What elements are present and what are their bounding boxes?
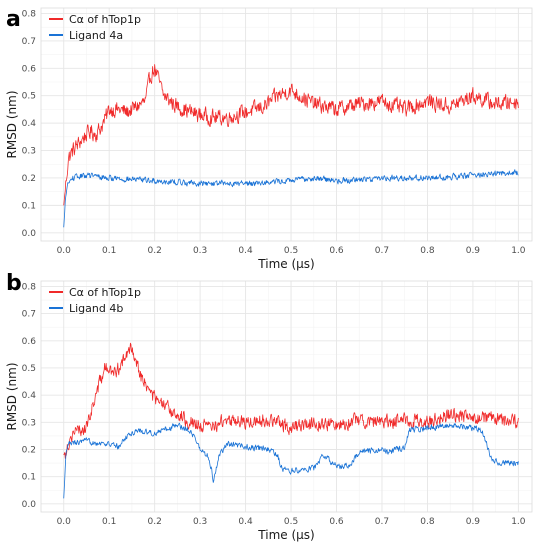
x-tick-label: 0.0 — [57, 517, 72, 527]
x-axis-title: Time (µs) — [257, 257, 314, 271]
x-tick-label: 0.7 — [375, 246, 389, 256]
series-line-calpha — [63, 342, 519, 459]
x-tick-label: 1.0 — [511, 246, 526, 256]
plot-area — [40, 280, 533, 513]
series-line-calpha — [63, 64, 519, 206]
y-tick-label: 0.1 — [22, 473, 36, 483]
x-tick-label: 0.5 — [284, 246, 298, 256]
x-tick-label: 0.5 — [284, 517, 298, 527]
plot-area — [40, 7, 533, 242]
x-tick-label: 0.9 — [466, 246, 481, 256]
chart-panel-a: 0.0 0.1 0.2 0.3 0.4 0.5 0.6 0.7 0.8 0.9 1.0 0.0 0.1 0… — [5, 7, 533, 271]
panel-letter: a — [6, 7, 21, 32]
y-tick-label: 0.2 — [22, 445, 36, 455]
y-tick-label: 0.6 — [22, 64, 37, 74]
x-tick-label: 0.1 — [102, 246, 116, 256]
y-tick-label: 0.8 — [22, 9, 37, 19]
y-tick-label: 0.0 — [22, 500, 37, 510]
y-tick-label: 0.7 — [22, 310, 36, 320]
x-tick-label: 0.6 — [329, 246, 344, 256]
x-tick-label: 0.1 — [102, 517, 116, 527]
y-tick-label: 0.2 — [22, 174, 36, 184]
y-tick-label: 0.5 — [22, 364, 36, 374]
x-axis-title: Time (µs) — [257, 528, 314, 542]
x-tick-label: 0.8 — [420, 246, 435, 256]
y-axis-title: RMSD (nm) — [5, 362, 19, 430]
legend-label: Cα of hTop1p — [69, 286, 141, 299]
y-tick-label: 0.3 — [22, 147, 36, 157]
panel-letter: b — [6, 271, 22, 296]
x-tick-label: 0.9 — [466, 517, 481, 527]
y-tick-label: 0.6 — [22, 337, 37, 347]
x-tick-label: 0.6 — [329, 517, 344, 527]
x-tick-label: 0.3 — [193, 517, 207, 527]
chart-panel-b: 0.0 0.1 0.2 0.3 0.4 0.5 0.6 0.7 0.8 0.9 1.0 0.0 0.1 0… — [5, 271, 533, 542]
x-tick-label: 0.3 — [193, 246, 207, 256]
y-tick-label: 0.7 — [22, 37, 36, 47]
x-tick-label: 0.4 — [238, 246, 253, 256]
y-tick-label: 0.3 — [22, 418, 36, 428]
x-tick-label: 0.2 — [147, 517, 161, 527]
x-tick-label: 0.7 — [375, 517, 389, 527]
y-tick-label: 0.1 — [22, 201, 36, 211]
y-tick-label: 0.4 — [22, 391, 37, 401]
x-tick-label: 0.0 — [57, 246, 72, 256]
x-tick-label: 0.4 — [238, 517, 253, 527]
x-tick-label: 0.8 — [420, 517, 435, 527]
y-tick-label: 0.5 — [22, 92, 36, 102]
y-tick-label: 0.8 — [22, 282, 37, 292]
legend: Cα of hTop1p Ligand 4a — [49, 13, 141, 42]
x-tick-label: 1.0 — [511, 517, 526, 527]
y-tick-label: 0.4 — [22, 119, 37, 129]
series-line-ligand — [63, 422, 519, 499]
x-tick-label: 0.2 — [147, 246, 161, 256]
y-tick-label: 0.0 — [22, 229, 37, 239]
legend-label: Ligand 4b — [69, 302, 123, 315]
legend-label: Ligand 4a — [69, 29, 123, 42]
legend-label: Cα of hTop1p — [69, 13, 141, 26]
y-axis-title: RMSD (nm) — [5, 90, 19, 158]
series-line-ligand — [63, 169, 519, 228]
legend: Cα of hTop1p Ligand 4b — [49, 286, 141, 315]
